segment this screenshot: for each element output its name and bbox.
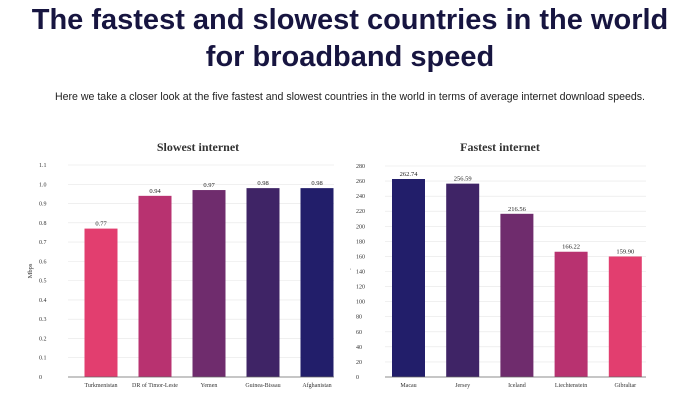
- fast-bar-5: [608, 256, 642, 377]
- slow-bar-3: [192, 190, 226, 377]
- fast-y-axis-label: Mbps: [350, 264, 351, 279]
- slow-y-tick-label: 0.8: [39, 221, 47, 227]
- slow-y-tick-label: 1.1: [39, 163, 47, 169]
- slow-bar-4: [246, 188, 280, 377]
- slow-y-tick-label: 0.2: [39, 336, 47, 342]
- fast-y-tick-label: 0: [356, 375, 359, 381]
- fast-y-tick-label: 240: [356, 194, 365, 200]
- slow-y-tick-label: 1.0: [39, 182, 47, 188]
- slow-data-label-3: 0.97: [203, 182, 215, 189]
- slow-y-tick-label: 0.7: [39, 240, 47, 246]
- fast-bar-4: [554, 251, 588, 377]
- slow-y-tick-label: 0.5: [39, 279, 47, 285]
- slow-bar-1: [84, 228, 118, 377]
- fast-y-tick-label: 60: [356, 330, 362, 336]
- fast-y-tick-label: 280: [356, 164, 365, 170]
- fast-y-tick-label: 200: [356, 224, 365, 230]
- fast-y-tick-label: 20: [356, 360, 362, 366]
- slow-data-label-4: 0.98: [257, 180, 268, 187]
- slow-category-label-1: Turkmenistan: [84, 383, 117, 389]
- slow-bar-2: [138, 195, 172, 377]
- slow-y-tick-label: 0.3: [39, 317, 47, 323]
- slow-chart-title: Slowest internet: [157, 140, 239, 154]
- fast-y-tick-label: 160: [356, 254, 365, 260]
- fast-data-label-5: 159.90: [616, 249, 634, 256]
- fast-bar-1: [392, 179, 425, 377]
- slow-category-label-3: Yemen: [201, 383, 218, 389]
- slow-category-label-2: DR of Timor-Leste: [132, 382, 178, 389]
- slow-category-label-5: Afghanistan: [302, 382, 331, 389]
- fast-y-tick-label: 180: [356, 239, 365, 245]
- fast-y-tick-label: 100: [356, 300, 365, 306]
- slow-category-label-4: Guinea-Bissau: [245, 383, 280, 389]
- slow-y-tick-label: 0: [39, 375, 42, 381]
- slow-data-label-5: 0.98: [311, 180, 322, 187]
- page-subtitle: Here we take a closer look at the five f…: [54, 91, 646, 103]
- slowest-internet-chart: Slowest internet 0 0.1 0.2 0.3 0.4 0.5 0.6 0.7 0.…: [27, 140, 334, 389]
- fast-y-tick-label: 40: [356, 345, 362, 351]
- fast-data-label-4: 166.22: [562, 244, 580, 251]
- page-title-line-1: The fastest and slowest countries in the…: [31, 4, 669, 36]
- fast-data-label-2: 256.59: [454, 176, 472, 183]
- fast-category-label-1: Macau: [400, 383, 416, 389]
- page-title: The fastest and slowest countries in the…: [0, 2, 700, 76]
- fast-y-tick-label: 80: [356, 315, 362, 321]
- fast-y-tick-label: 140: [356, 270, 365, 276]
- slow-y-tick-label: 0.4: [39, 298, 47, 304]
- fast-category-label-4: Liechtenstein: [555, 383, 587, 389]
- slow-bar-5: [300, 188, 334, 377]
- fast-y-tick-label: 120: [356, 285, 365, 291]
- fast-category-label-2: Jersey: [455, 383, 470, 389]
- fast-chart-title: Fastest internet: [460, 140, 540, 154]
- slow-data-label-1: 0.77: [95, 221, 107, 228]
- fastest-internet-chart: Fastest internet 0 20 40 60 80 100 120 140 160 180…: [350, 140, 646, 389]
- fast-bar-3: [500, 213, 534, 377]
- fast-data-label-1: 262.74: [400, 171, 419, 178]
- fast-y-tick-label: 260: [356, 179, 365, 185]
- slow-y-tick-label: 0.1: [39, 356, 47, 362]
- fast-bar-2: [446, 183, 480, 377]
- slow-data-label-2: 0.94: [149, 188, 161, 195]
- fast-data-label-3: 216.56: [508, 206, 527, 213]
- slow-y-tick-label: 0.6: [39, 259, 47, 265]
- fast-category-label-5: Gibraltar: [614, 383, 636, 389]
- fast-y-tick-label: 220: [356, 209, 365, 215]
- page-title-line-2: for broadband speed: [205, 41, 495, 73]
- slow-y-tick-label: 0.9: [39, 202, 47, 208]
- fast-category-label-3: Iceland: [508, 383, 526, 389]
- slow-y-axis-label: Mbps: [27, 263, 34, 278]
